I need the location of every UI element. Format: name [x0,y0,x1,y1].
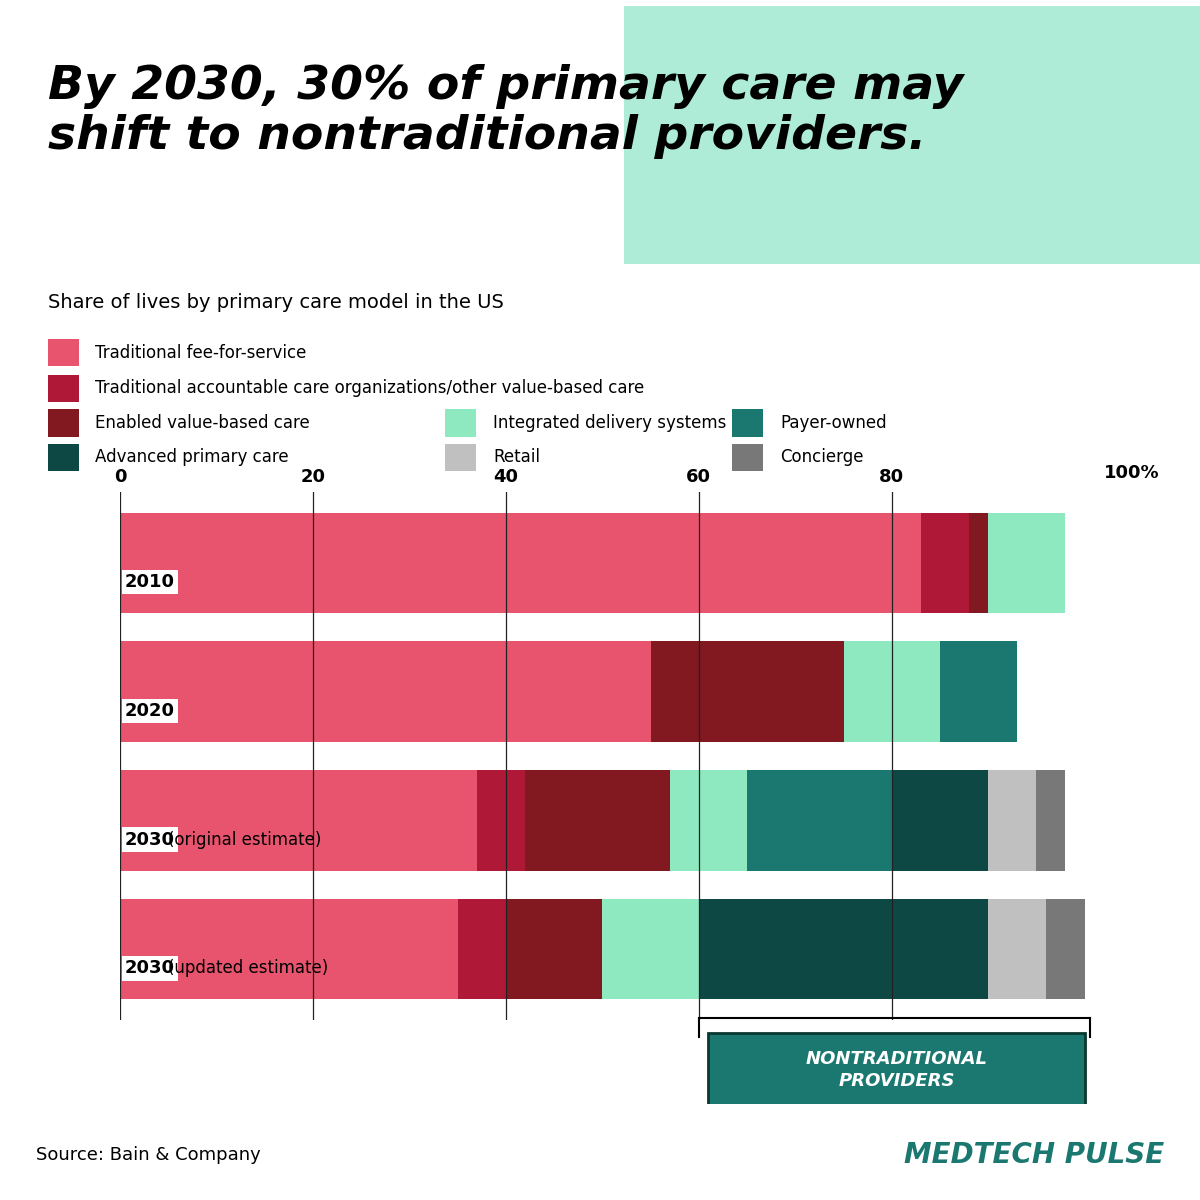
Bar [602,899,698,1000]
FancyBboxPatch shape [48,444,79,472]
Bar [698,899,989,1000]
Text: 2030: 2030 [125,830,175,848]
Bar [989,512,1066,613]
Bar [1046,899,1085,1000]
Text: (updated estimate): (updated estimate) [168,960,329,978]
FancyBboxPatch shape [445,444,476,472]
Text: MEDTECH PULSE: MEDTECH PULSE [904,1141,1164,1169]
Bar [989,899,1046,1000]
FancyBboxPatch shape [732,444,763,472]
Bar [920,512,968,613]
FancyBboxPatch shape [624,6,1200,264]
Text: Integrated delivery systems: Integrated delivery systems [493,414,726,432]
Bar [748,770,892,871]
FancyBboxPatch shape [732,409,763,437]
Bar [120,770,476,871]
Bar [506,899,602,1000]
Text: Source: Bain & Company: Source: Bain & Company [36,1146,260,1164]
Text: 2010: 2010 [125,574,175,592]
Text: Traditional accountable care organizations/other value-based care: Traditional accountable care organizatio… [96,379,644,397]
FancyBboxPatch shape [48,374,79,402]
Text: NONTRADITIONAL
PROVIDERS: NONTRADITIONAL PROVIDERS [805,1050,988,1091]
Bar [120,512,920,613]
Bar [989,770,1037,871]
Bar [120,899,457,1000]
Bar [670,770,748,871]
Text: Enabled value-based care: Enabled value-based care [96,414,311,432]
FancyBboxPatch shape [445,409,476,437]
Bar [892,770,989,871]
Text: Payer-owned: Payer-owned [780,414,887,432]
Text: (original estimate): (original estimate) [168,830,322,848]
Text: 2030: 2030 [125,960,175,978]
Bar [120,641,650,742]
Bar [940,641,1018,742]
Text: Share of lives by primary care model in the US: Share of lives by primary care model in … [48,294,504,312]
Bar [650,641,844,742]
FancyBboxPatch shape [708,1033,1085,1110]
Bar [1037,770,1066,871]
Bar [968,512,989,613]
Bar [476,770,526,871]
Bar [457,899,506,1000]
Text: Concierge: Concierge [780,449,864,467]
Text: By 2030, 30% of primary care may
shift to nontraditional providers.: By 2030, 30% of primary care may shift t… [48,64,964,160]
Text: Advanced primary care: Advanced primary care [96,449,289,467]
Bar [526,770,670,871]
Text: 100%: 100% [1104,463,1159,481]
FancyBboxPatch shape [48,409,79,437]
Bar [844,641,940,742]
Text: Traditional fee-for-service: Traditional fee-for-service [96,343,307,361]
Text: 2020: 2020 [125,702,175,720]
Text: Retail: Retail [493,449,540,467]
FancyBboxPatch shape [48,338,79,366]
